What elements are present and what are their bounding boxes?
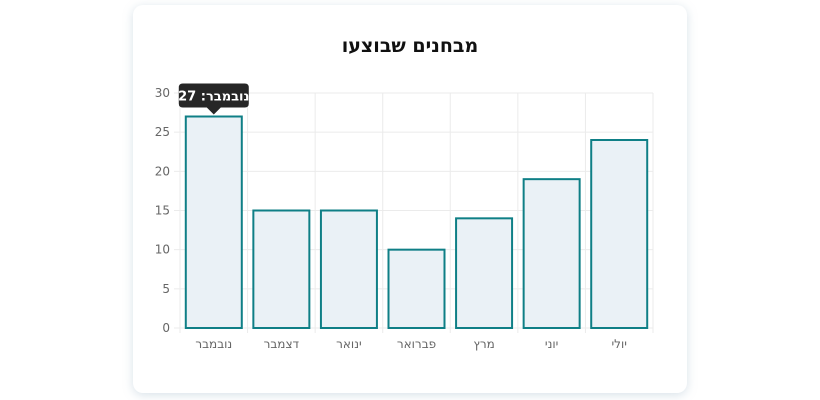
bar[interactable] — [387, 248, 446, 330]
x-axis-ticks: נובמבר דצמבר ינואר פברואר מרץ יוני יולי — [195, 337, 627, 351]
y-tick-label: 25 — [155, 125, 170, 139]
chart-card: מבחנים שבוצעו 0 5 10 15 20 25 30 נובמבר דצמבר ינ… — [133, 5, 687, 393]
x-tick-label: ינואר — [336, 337, 362, 351]
bar[interactable] — [184, 115, 243, 329]
tooltip: נובמבר: 27 — [178, 83, 249, 115]
y-axis-ticks: 0 5 10 15 20 25 30 — [155, 86, 170, 335]
x-tick-label: מרץ — [473, 337, 494, 351]
y-tick-label: 10 — [155, 243, 170, 257]
y-tick-label: 20 — [155, 164, 170, 178]
bar[interactable] — [522, 178, 581, 329]
tooltip-box — [178, 83, 249, 115]
bar-chart: 0 5 10 15 20 25 30 נובמבר דצמבר ינואר פברואר מרץ יו… — [155, 83, 654, 351]
bars — [184, 115, 649, 330]
x-tick-label: יוני — [545, 337, 558, 351]
y-tick-label: 30 — [155, 86, 170, 100]
chart-title: מבחנים שבוצעו — [341, 35, 479, 57]
x-tick-label: יולי — [611, 337, 626, 351]
tooltip-text: נובמבר: 27 — [178, 90, 249, 105]
bar[interactable] — [455, 217, 514, 329]
y-tick-label: 5 — [162, 282, 170, 296]
bar[interactable] — [319, 209, 378, 329]
bar[interactable] — [590, 139, 649, 329]
x-tick-label: נובמבר — [195, 337, 232, 351]
x-tick-label: פברואר — [397, 337, 436, 351]
bar[interactable] — [252, 209, 311, 329]
y-tick-label: 0 — [162, 321, 170, 335]
y-tick-label: 15 — [155, 204, 170, 218]
x-tick-label: דצמבר — [264, 337, 300, 351]
